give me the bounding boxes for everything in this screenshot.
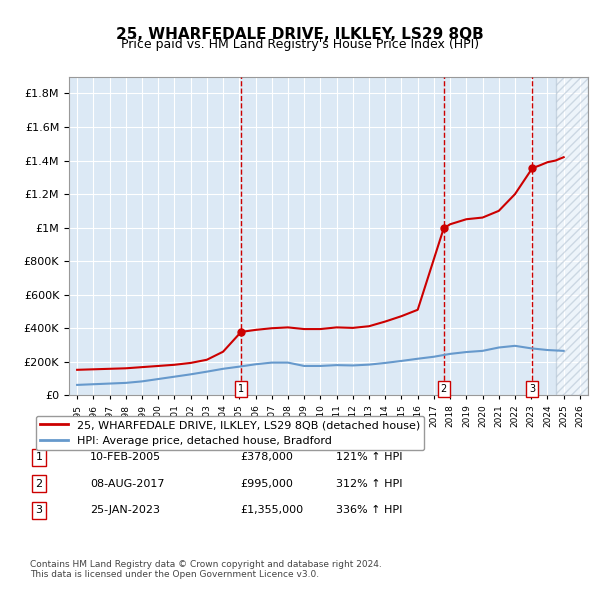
- Text: 25, WHARFEDALE DRIVE, ILKLEY, LS29 8QB: 25, WHARFEDALE DRIVE, ILKLEY, LS29 8QB: [116, 27, 484, 41]
- Text: 25-JAN-2023: 25-JAN-2023: [90, 506, 160, 515]
- Text: £1,355,000: £1,355,000: [240, 506, 303, 515]
- Text: 1: 1: [238, 384, 244, 394]
- Text: 336% ↑ HPI: 336% ↑ HPI: [336, 506, 403, 515]
- Text: Price paid vs. HM Land Registry's House Price Index (HPI): Price paid vs. HM Land Registry's House …: [121, 38, 479, 51]
- Text: 1: 1: [35, 453, 43, 462]
- Text: 3: 3: [529, 384, 535, 394]
- Text: £378,000: £378,000: [240, 453, 293, 462]
- Text: Contains HM Land Registry data © Crown copyright and database right 2024.
This d: Contains HM Land Registry data © Crown c…: [30, 560, 382, 579]
- Text: £995,000: £995,000: [240, 479, 293, 489]
- Text: 2: 2: [35, 479, 43, 489]
- Text: 2: 2: [440, 384, 447, 394]
- Text: 10-FEB-2005: 10-FEB-2005: [90, 453, 161, 462]
- Text: 08-AUG-2017: 08-AUG-2017: [90, 479, 164, 489]
- Legend: 25, WHARFEDALE DRIVE, ILKLEY, LS29 8QB (detached house), HPI: Average price, det: 25, WHARFEDALE DRIVE, ILKLEY, LS29 8QB (…: [35, 415, 424, 450]
- Text: 3: 3: [35, 506, 43, 515]
- Bar: [556, 77, 588, 395]
- Text: 312% ↑ HPI: 312% ↑ HPI: [336, 479, 403, 489]
- Text: 121% ↑ HPI: 121% ↑ HPI: [336, 453, 403, 462]
